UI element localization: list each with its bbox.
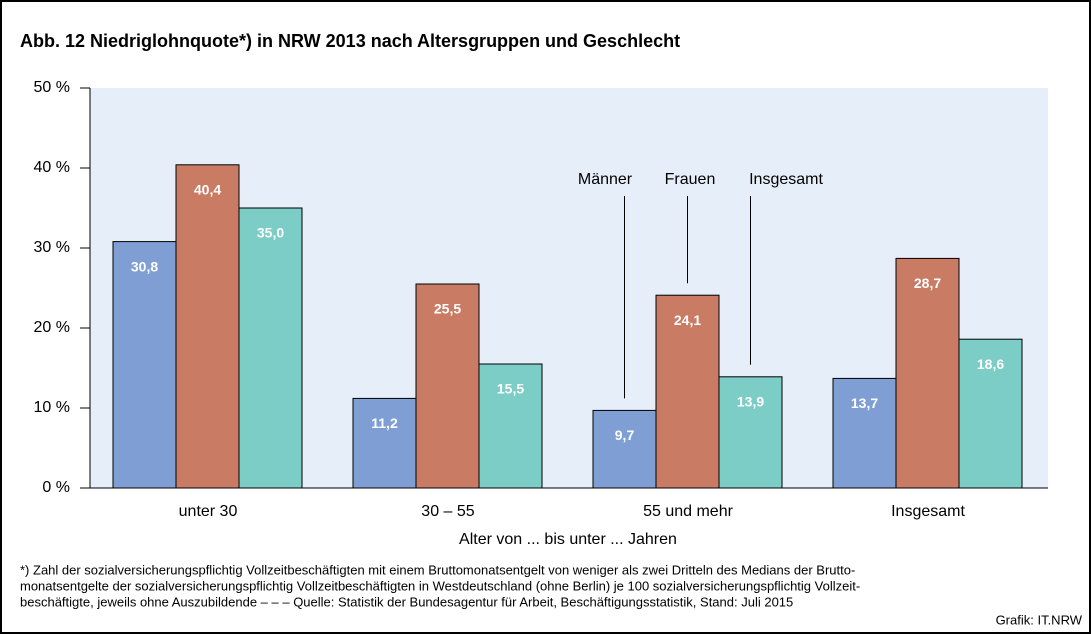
chart-title: Abb. 12 Niedriglohnquote*) in NRW 2013 n…	[20, 31, 680, 51]
x-tick-label: unter 30	[179, 503, 238, 520]
x-tick-label: 55 und mehr	[643, 503, 734, 520]
value-label: 13,7	[851, 395, 878, 411]
legend-label: Insgesamt	[749, 171, 823, 188]
y-tick-label: 0 %	[42, 479, 70, 496]
value-label: 13,9	[737, 394, 764, 410]
footnote: beschäftigte, jeweils ohne Auszubildende…	[20, 594, 793, 609]
x-tick-label: 30 – 55	[421, 503, 474, 520]
bar	[238, 207, 303, 489]
bar	[958, 338, 1023, 489]
y-tick-label: 50 %	[34, 79, 70, 96]
bar	[112, 241, 177, 489]
bar	[352, 397, 417, 489]
footnote: monatsentgelte der sozialversicherungspf…	[20, 578, 860, 593]
x-tick-label: Insgesamt	[891, 503, 965, 520]
value-label: 35,0	[257, 225, 284, 241]
footnote: *) Zahl der sozialversicherungspflichtig…	[20, 562, 855, 577]
y-tick-label: 30 %	[34, 239, 70, 256]
value-label: 15,5	[497, 381, 524, 397]
legend-label: Frauen	[665, 171, 716, 188]
value-label: 18,6	[977, 356, 1004, 372]
value-label: 11,2	[371, 415, 398, 431]
y-tick-label: 40 %	[34, 159, 70, 176]
value-label: 28,7	[914, 275, 941, 291]
source: Grafik: IT.NRW	[996, 612, 1083, 627]
y-tick-label: 10 %	[34, 399, 70, 416]
y-tick-label: 20 %	[34, 319, 70, 336]
bar	[895, 257, 960, 489]
legend-label: Männer	[578, 171, 633, 188]
value-label: 24,1	[674, 312, 701, 328]
bar	[175, 164, 240, 489]
value-label: 9,7	[615, 427, 635, 443]
value-label: 25,5	[434, 301, 461, 317]
value-label: 30,8	[131, 258, 158, 274]
x-axis-title: Alter von ... bis unter ... Jahren	[459, 531, 677, 548]
bar	[718, 376, 783, 489]
value-label: 40,4	[194, 182, 221, 198]
bar	[655, 294, 720, 489]
bar	[592, 409, 657, 489]
